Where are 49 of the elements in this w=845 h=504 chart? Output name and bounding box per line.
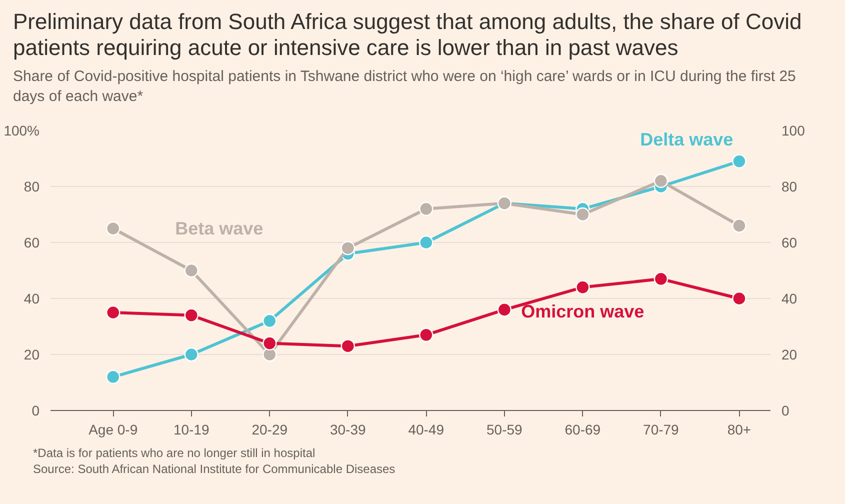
y2-tick-label: 80 (782, 178, 798, 194)
y-tick-label: 40 (24, 290, 40, 306)
point (106, 221, 120, 236)
series-label: Omicron wave (521, 301, 644, 322)
y2-tick-label: 20 (782, 346, 798, 362)
point (419, 235, 434, 250)
x-tick-label: 10-19 (173, 422, 210, 438)
series-label: Delta wave (640, 129, 734, 150)
y-tick-label: 60 (24, 234, 40, 250)
point (497, 302, 512, 317)
point (654, 272, 668, 286)
point (184, 347, 198, 362)
series-label: Beta wave (175, 218, 264, 238)
y-tick-label: 80 (24, 178, 40, 194)
point (732, 291, 746, 306)
y2-tick-label: 60 (782, 234, 798, 250)
point (732, 154, 746, 168)
y-tick-label: 100% (4, 122, 40, 138)
chart-subtitle: Share of Covid-positive hospital patients in Tshwane district who were on ‘high care’ wards or in ICU during the first 25 days of each wave* (13, 67, 797, 107)
point (184, 308, 198, 322)
point (340, 339, 355, 354)
point (106, 305, 120, 320)
x-tick-label: 20-29 (252, 422, 288, 438)
text: *Data is for patients who are no longer still in hospital (33, 445, 316, 461)
x-tick-label: 30-39 (330, 422, 366, 438)
point (340, 241, 355, 256)
x-tick-label: 80+ (727, 422, 752, 438)
x-tick-label: 40-49 (408, 422, 444, 438)
x-tick-label: 60-69 (564, 422, 601, 438)
chart-title: Preliminary data from South Africa suggest that among adults, the share of Covid patients requiring acute or intensive care is lower than in past waves (13, 9, 803, 61)
point (106, 370, 120, 384)
point (732, 218, 746, 233)
point (262, 314, 277, 328)
y2-tick-label: 40 (782, 290, 798, 306)
point (184, 263, 198, 278)
point (576, 280, 590, 294)
point (576, 207, 590, 222)
x-tick-label: 70-79 (643, 422, 680, 438)
source-note: Source: South African National Institute for Communicable Diseases (33, 461, 396, 477)
x-tick-label: Age 0-9 (88, 422, 138, 438)
y-tick-label: 20 (24, 346, 40, 362)
point (262, 336, 277, 350)
y-tick-label: 0 (32, 402, 40, 418)
point (419, 202, 434, 216)
point (654, 174, 668, 188)
x-tick-label: 50-59 (486, 422, 523, 438)
y2-tick-label: 100 (782, 122, 806, 138)
y2-tick-label: 0 (782, 402, 790, 418)
point (419, 328, 434, 342)
